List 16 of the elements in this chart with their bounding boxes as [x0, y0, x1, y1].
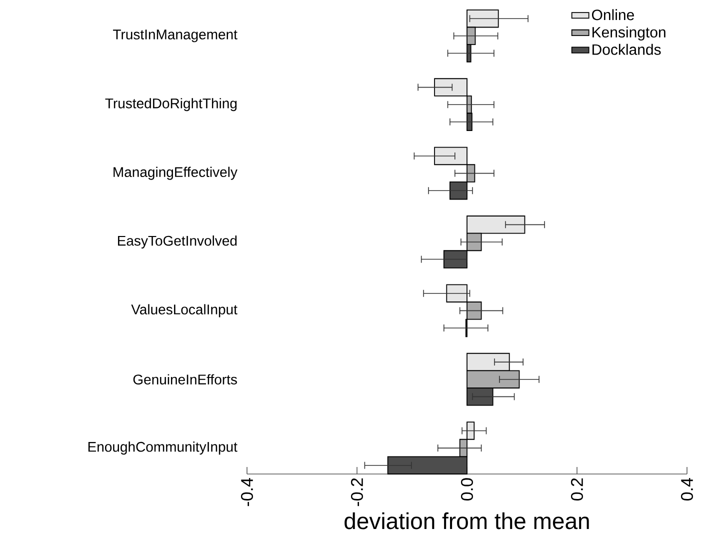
- y-tick-label: ManagingEffectively: [114, 166, 238, 180]
- x-axis-title: deviation from the mean: [344, 512, 589, 530]
- x-tick-label: 0.2: [570, 478, 584, 500]
- y-tick-label: TrustedDoRightThing: [105, 98, 237, 112]
- x-tick-label: -0.2: [350, 478, 364, 506]
- y-tick-label: TrustInManagement: [113, 30, 238, 42]
- y-tick-label: EasyToGetInvolved: [118, 235, 237, 248]
- x-tick-label: 0.4: [680, 478, 694, 500]
- legend-label: Online: [592, 9, 634, 20]
- y-tick-label: EnoughCommunityInput: [88, 442, 238, 455]
- y-tick-label: GenuineInEfforts: [133, 374, 237, 384]
- x-tick-label: -0.4: [240, 478, 254, 506]
- y-tick-label: ValuesLocalInput: [131, 304, 238, 318]
- legend-label: Kensington: [592, 26, 666, 41]
- x-tick-label: 0.0: [460, 478, 474, 500]
- legend-label: Docklands: [592, 44, 661, 55]
